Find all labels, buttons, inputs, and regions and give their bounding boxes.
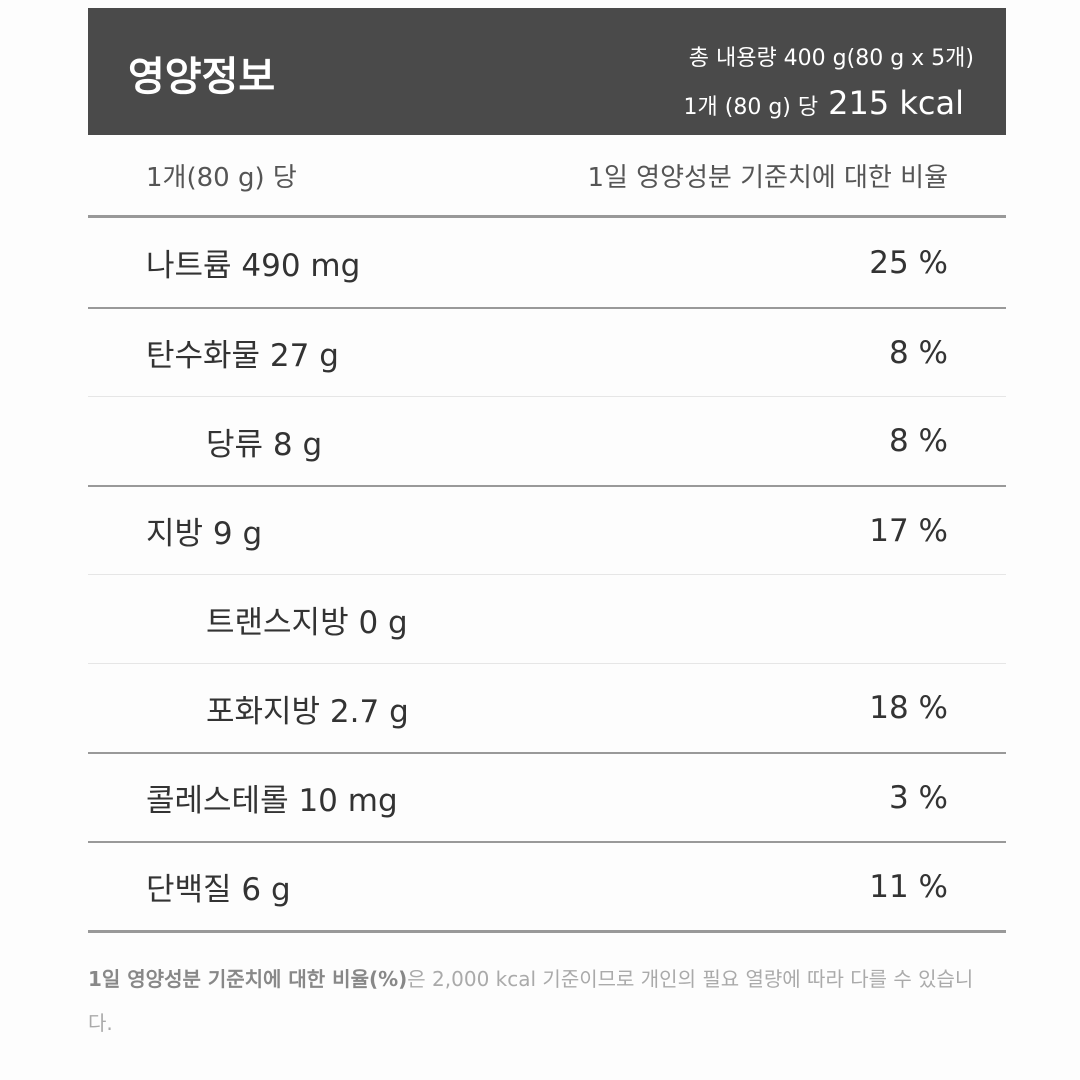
daily-percent: 3 % [888,779,948,816]
nutrient-label: 지방 9 g [146,516,263,552]
nutrient-label: 단백질 6 g [146,872,291,908]
nutrient-row: 당류 8 g 8 % [88,396,1006,485]
daily-percent: 18 % [869,690,948,726]
nutrient-label: 콜레스테롤 10 mg [146,783,398,819]
nutrient-label: 트랜스지방 0 g [206,604,408,641]
calories: 215 kcal [828,84,964,122]
nutrition-label: 영양정보 총 내용량 400 g(80 g x 5개) 1개 (80 g) 당 2… [88,8,1006,1045]
nutrient-row: 나트륨 490 mg 25 % [88,218,1006,307]
nutrient-row: 콜레스테롤 10 mg 3 % [88,752,1006,841]
title: 영양정보 [128,54,276,100]
footnote-bold: 1일 영양성분 기준치에 대한 비율(%) [88,967,408,991]
daily-percent: 8 % [888,423,948,459]
daily-percent: 11 % [869,868,948,905]
nutrient-row: 포화지방 2.7 g 18 % [88,663,1006,752]
daily-percent: 25 % [869,244,948,281]
nutrient-label: 당류 8 g [206,426,323,463]
nutrient-rows: 나트륨 490 mg 25 % 탄수화물 27 g 8 % 당류 8 g 8 % 지방 9 … [88,218,1006,933]
daily-percent: 8 % [888,334,948,371]
label-header: 영양정보 총 내용량 400 g(80 g x 5개) 1개 (80 g) 당 2… [88,8,1006,135]
daily-percent: 17 % [869,512,948,549]
nutrient-label: 탄수화물 27 g [146,338,339,374]
subheader-right: 1일 영양성분 기준치에 대한 비율 [587,162,948,193]
subheader-left: 1개(80 g) 당 [146,162,297,193]
footnote-text: 은 2,000 kcal 기준이므로 개인의 필요 열량에 따라 다를 수 있습… [88,967,974,1035]
serving: 1개 (80 g) 당 [683,95,819,120]
footnote: 1일 영양성분 기준치에 대한 비율(%)은 2,000 kcal 기준이므로 … [88,957,988,1045]
nutrient-label: 나트륨 490 mg [146,248,361,284]
nutrient-row: 트랜스지방 0 g [88,574,1006,663]
nutrient-row: 지방 9 g 17 % [88,485,1006,574]
nutrient-row: 탄수화물 27 g 8 % [88,307,1006,396]
nutrient-row: 단백질 6 g 11 % [88,841,1006,930]
nutrient-label: 포화지방 2.7 g [206,693,409,730]
serving-info: 1개 (80 g) 당 215 kcal [684,84,964,122]
subheader: 1개(80 g) 당 1일 영양성분 기준치에 대한 비율 [88,135,1006,218]
total-content: 총 내용량 400 g(80 g x 5개) [688,46,974,71]
